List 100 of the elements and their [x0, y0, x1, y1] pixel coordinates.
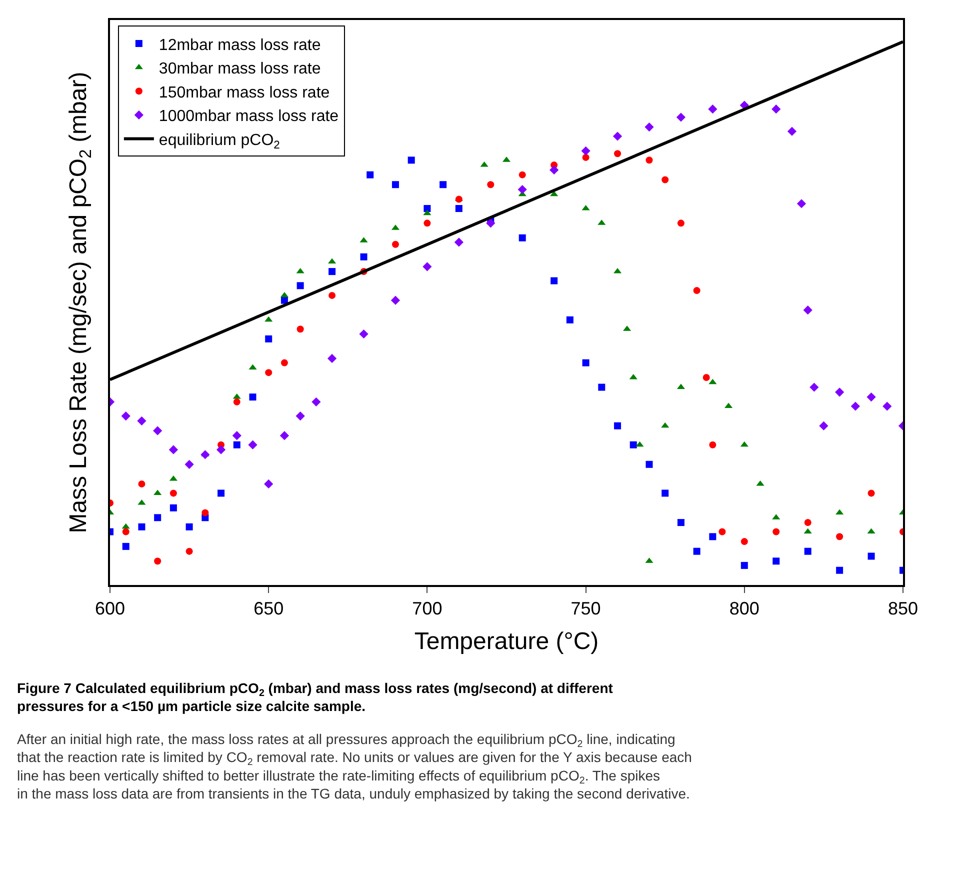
point [867, 528, 876, 534]
point [422, 262, 432, 272]
point [216, 445, 226, 454]
point [455, 205, 462, 212]
point [248, 440, 258, 450]
point [233, 441, 240, 448]
point [327, 354, 337, 364]
x-tick-label: 800 [729, 598, 760, 618]
point [170, 504, 177, 512]
point [629, 374, 638, 380]
point [677, 220, 684, 227]
point [486, 218, 496, 228]
point [264, 479, 274, 488]
point [424, 205, 431, 212]
point [882, 402, 892, 411]
point [804, 548, 812, 555]
point [280, 431, 290, 440]
point [184, 460, 194, 469]
point [186, 523, 193, 530]
point [296, 326, 304, 333]
point [708, 378, 717, 384]
point [153, 426, 162, 436]
point [408, 156, 415, 164]
point [366, 171, 374, 178]
legend-label: 12mbar mass loss rate [158, 36, 321, 54]
text: Figure 7 Calculated equilibrium pCO$_{2}$ (mbar) and mass loss rates (mg/second) at different pressures for a <150 µm particle size calcite sample. [17, 680, 614, 714]
point [646, 156, 653, 164]
point [810, 382, 819, 392]
point [836, 566, 844, 574]
point [138, 480, 146, 488]
point [636, 441, 644, 447]
point [662, 490, 669, 497]
point [772, 104, 781, 114]
point [328, 268, 336, 276]
point [232, 431, 242, 440]
point [740, 441, 748, 447]
point [662, 176, 669, 184]
point [296, 411, 305, 421]
point [740, 538, 748, 546]
point [550, 277, 558, 284]
point [850, 402, 860, 411]
point [803, 306, 812, 315]
point [598, 384, 606, 391]
point [249, 394, 256, 401]
point [787, 126, 797, 136]
point [724, 402, 733, 408]
x-tick-label: 700 [412, 598, 442, 618]
point [866, 392, 876, 402]
point [264, 316, 273, 322]
point [440, 181, 447, 188]
point [709, 441, 716, 448]
point [614, 422, 622, 430]
point [154, 514, 162, 522]
point [835, 388, 844, 397]
point [804, 528, 812, 534]
point [819, 421, 828, 430]
point [693, 287, 700, 294]
x-tick-label: 600 [94, 598, 126, 618]
point [122, 528, 130, 536]
point [487, 181, 494, 188]
point [328, 292, 336, 299]
point [392, 181, 399, 188]
point [138, 499, 146, 505]
point [582, 359, 590, 366]
point [423, 210, 432, 216]
legend-label: 1000mbar mass loss rate [158, 108, 339, 126]
point [709, 533, 716, 540]
point [644, 122, 654, 132]
point [756, 480, 764, 486]
point [718, 528, 726, 536]
point [661, 422, 670, 428]
point [186, 548, 193, 555]
point [218, 490, 225, 497]
point [154, 558, 162, 565]
legend-label: 150mbar mass loss rate [158, 84, 330, 102]
point [518, 184, 527, 194]
point [772, 558, 780, 565]
point [170, 490, 177, 497]
x-axis-title: Temperature (°C) [414, 628, 599, 656]
point [582, 154, 590, 161]
x-tick-label: 750 [570, 598, 601, 618]
point [122, 523, 130, 529]
point [804, 519, 812, 526]
legend-label: equilibrium pCO$_{2}$ [158, 132, 280, 152]
point [702, 374, 710, 381]
legend-label: 30mbar mass loss rate [158, 60, 321, 78]
point [708, 104, 718, 114]
x-tick-label: 850 [888, 598, 918, 618]
point [296, 282, 304, 290]
point [360, 253, 368, 260]
point [676, 112, 686, 122]
point [693, 548, 700, 555]
point [836, 533, 844, 540]
point [740, 562, 748, 569]
x-tick-label: 650 [254, 598, 284, 618]
point [566, 316, 574, 324]
point [390, 296, 400, 305]
point [265, 335, 272, 342]
point [200, 450, 210, 460]
point [581, 146, 590, 156]
